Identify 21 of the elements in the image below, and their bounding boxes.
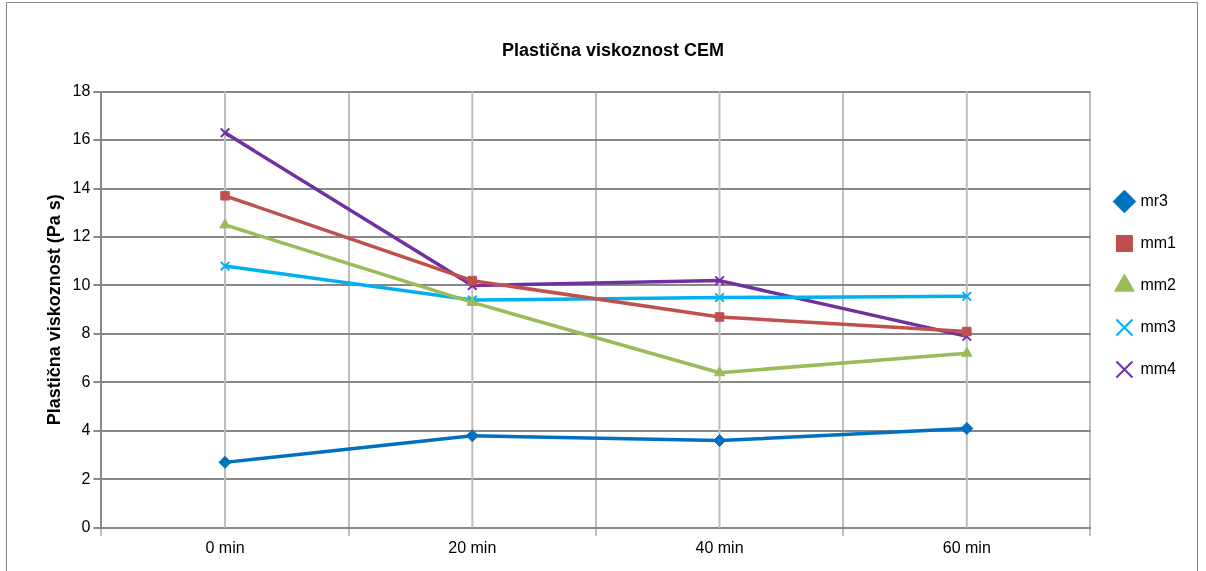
- legend-label: mm4: [1140, 359, 1177, 377]
- x-tick-label: 60 min: [942, 538, 991, 556]
- chart-title: Plastična viskoznost CEM: [501, 39, 725, 60]
- y-tick-label: 2: [81, 469, 91, 487]
- x-tick-label: 20 min: [448, 538, 497, 556]
- y-axis-title: Plastična viskoznost (Pa s): [43, 194, 64, 426]
- y-tick-label: 14: [72, 178, 91, 196]
- y-tick-label: 6: [81, 372, 91, 390]
- x-tick-label: 0 min: [205, 538, 245, 556]
- legend-label: mm3: [1140, 317, 1177, 335]
- legend-label: mm2: [1140, 275, 1177, 293]
- y-tick-label: 12: [72, 227, 91, 245]
- y-tick-label: 16: [72, 130, 91, 148]
- legend-label: mr3: [1140, 191, 1169, 209]
- y-tick-label: 10: [72, 275, 91, 293]
- x-tick-label: 40 min: [695, 538, 744, 556]
- y-tick-label: 0: [81, 518, 91, 536]
- y-tick-label: 18: [72, 82, 91, 100]
- y-tick-label: 8: [81, 324, 91, 342]
- legend-label: mm1: [1140, 233, 1177, 251]
- y-tick-label: 4: [81, 421, 91, 439]
